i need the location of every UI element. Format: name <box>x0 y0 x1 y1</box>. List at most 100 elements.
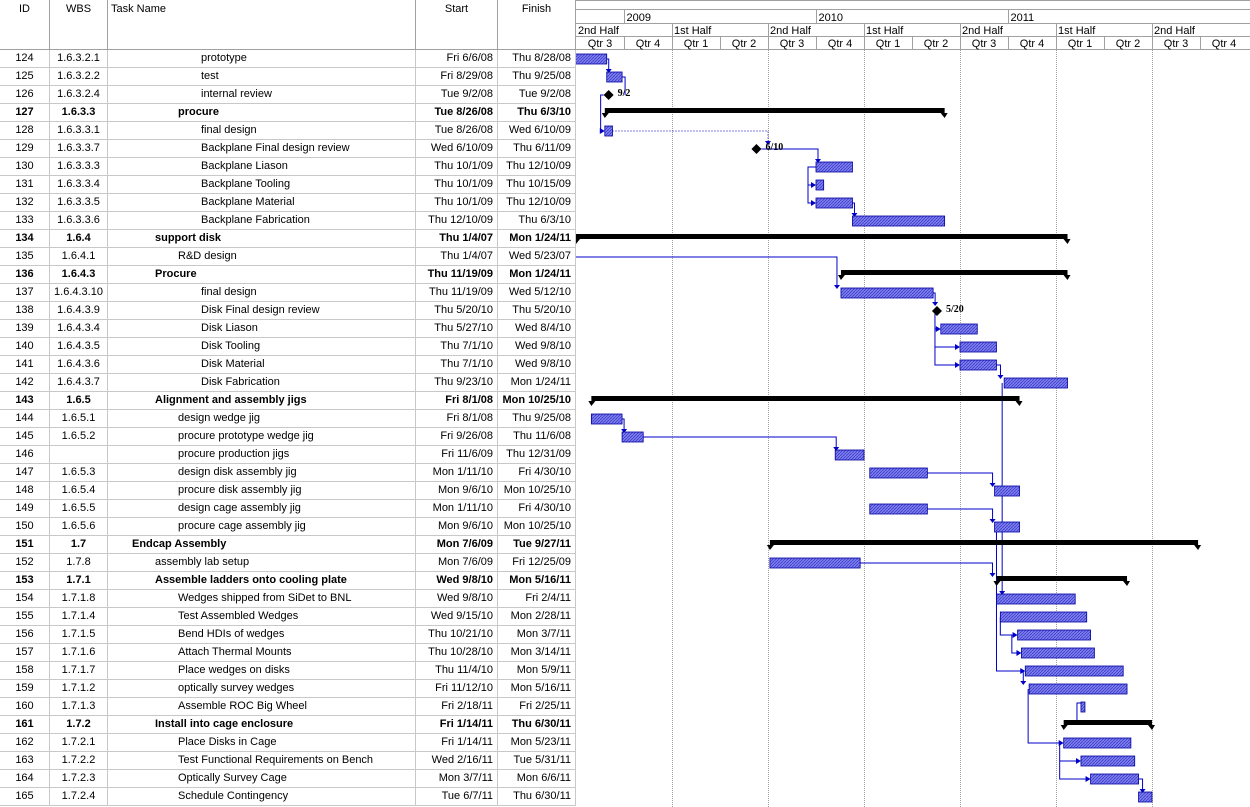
task-name: Backplane Tooling <box>108 176 416 194</box>
table-row[interactable]: 150 1.6.5.6 procure cage assembly jig Mon 9… <box>0 518 576 536</box>
table-row[interactable]: 165 1.7.2.4 Schedule Contingency Tue 6/7/11… <box>0 788 576 806</box>
table-row[interactable]: 149 1.6.5.5 design cage assembly jig Mon 1/… <box>0 500 576 518</box>
task-bar <box>852 215 946 227</box>
task-start: Wed 9/8/10 <box>416 590 498 608</box>
table-row[interactable]: 145 1.6.5.2 procure prototype wedge jig Fri… <box>0 428 576 446</box>
table-row[interactable]: 140 1.6.4.3.5 Disk Tooling Thu 7/1/10 Wed 9/… <box>0 338 576 356</box>
table-row[interactable]: 127 1.6.3.3 procure Tue 8/26/08 Thu 6/3/10 <box>0 104 576 122</box>
table-row[interactable]: 148 1.6.5.4 procure disk assembly jig Mon 9… <box>0 482 576 500</box>
task-start: Thu 5/20/10 <box>416 302 498 320</box>
table-row[interactable]: 131 1.6.3.3.4 Backplane Tooling Thu 10/1/09… <box>0 176 576 194</box>
task-bar <box>869 503 928 515</box>
summary-cap <box>766 545 774 550</box>
table-row[interactable]: 151 1.7 Endcap Assembly Mon 7/6/09 Tue 9/27/… <box>0 536 576 554</box>
table-row[interactable]: 147 1.6.5.3 design disk assembly jig Mon 1/… <box>0 464 576 482</box>
task-bar <box>999 611 1088 623</box>
table-row[interactable]: 158 1.7.1.7 Place wedges on disks Thu 11/4/… <box>0 662 576 680</box>
gantt-canvas[interactable]: 2009 2010 2011 2nd Half 1st Half 2nd Half 1st … <box>576 0 1250 807</box>
task-bar <box>769 557 861 569</box>
link-arrow <box>605 69 612 73</box>
task-wbs: 1.7.1.5 <box>50 626 108 644</box>
table-row[interactable]: 163 1.7.2.2 Test Functional Requirements o… <box>0 752 576 770</box>
column-header-task-name[interactable]: Task Name <box>108 0 416 50</box>
table-row[interactable]: 155 1.7.1.4 Test Assembled Wedges Wed 9/15/… <box>0 608 576 626</box>
link-arrow <box>833 447 840 451</box>
dependency-link <box>622 418 625 432</box>
task-id: 124 <box>0 50 50 68</box>
table-row[interactable]: 126 1.6.3.2.4 internal review Tue 9/2/08 Tue… <box>0 86 576 104</box>
summary-cap <box>837 275 845 280</box>
table-row[interactable]: 164 1.7.2.3 Optically Survey Cage Mon 3/7/1… <box>0 770 576 788</box>
task-id: 162 <box>0 734 50 752</box>
table-row[interactable]: 125 1.6.3.2.2 test Fri 8/29/08 Thu 9/25/08 <box>0 68 576 86</box>
table-row[interactable]: 146 procure production jigs Fri 11/6/09 Thu… <box>0 446 576 464</box>
table-row[interactable]: 156 1.7.1.5 Bend HDIs of wedges Thu 10/21/1… <box>0 626 576 644</box>
column-header-finish[interactable]: Finish <box>498 0 576 50</box>
dependency-link <box>860 562 993 576</box>
task-bar <box>1080 755 1136 767</box>
task-name: prototype <box>108 50 416 68</box>
task-id: 145 <box>0 428 50 446</box>
task-bar <box>815 197 853 209</box>
table-row[interactable]: 153 1.7.1 Assemble ladders onto cooling pl… <box>0 572 576 590</box>
link-arrow <box>935 326 941 332</box>
task-start: Thu 10/1/09 <box>416 194 498 212</box>
task-name: Test Functional Requirements on Bench <box>108 752 416 770</box>
task-id: 164 <box>0 770 50 788</box>
task-start: Mon 7/6/09 <box>416 554 498 572</box>
column-header-wbs[interactable]: WBS <box>50 0 108 50</box>
table-row[interactable]: 124 1.6.3.2.1 prototype Fri 6/6/08 Thu 8/28/… <box>0 50 576 68</box>
task-name: design disk assembly jig <box>108 464 416 482</box>
task-wbs: 1.7.1.4 <box>50 608 108 626</box>
table-row[interactable]: 128 1.6.3.3.1 final design Tue 8/26/08 Wed 6… <box>0 122 576 140</box>
dependency-link <box>643 436 837 450</box>
table-row[interactable]: 135 1.6.4.1 R&D design Thu 1/4/07 Wed 5/23/0… <box>0 248 576 266</box>
task-wbs: 1.6.5.3 <box>50 464 108 482</box>
table-row[interactable]: 133 1.6.3.3.6 Backplane Fabrication Thu 12/… <box>0 212 576 230</box>
table-row[interactable]: 161 1.7.2 Install into cage enclosure Fri 1… <box>0 716 576 734</box>
task-bar <box>606 71 623 83</box>
table-row[interactable]: 137 1.6.4.3.10 final design Thu 11/19/09 Wed… <box>0 284 576 302</box>
milestone-label: 6/10 <box>765 142 783 153</box>
table-row[interactable]: 138 1.6.4.3.9 Disk Final design review Thu … <box>0 302 576 320</box>
task-finish: Tue 9/2/08 <box>498 86 576 104</box>
task-bar <box>834 449 865 461</box>
task-id: 154 <box>0 590 50 608</box>
gantt-chart[interactable]: 2009 2010 2011 2nd Half 1st Half 2nd Half 1st … <box>576 0 1250 807</box>
table-row[interactable]: 132 1.6.3.3.5 Backplane Material Thu 10/1/0… <box>0 194 576 212</box>
table-row[interactable]: 142 1.6.4.3.7 Disk Fabrication Thu 9/23/10 M… <box>0 374 576 392</box>
table-row[interactable]: 130 1.6.3.3.3 Backplane Liason Thu 10/1/09 T… <box>0 158 576 176</box>
task-finish: Fri 2/25/11 <box>498 698 576 716</box>
table-row[interactable]: 157 1.7.1.6 Attach Thermal Mounts Thu 10/28… <box>0 644 576 662</box>
task-start: Fri 11/12/10 <box>416 680 498 698</box>
task-wbs: 1.7 <box>50 536 108 554</box>
table-row[interactable]: 139 1.6.4.3.4 Disk Liason Thu 5/27/10 Wed 8/… <box>0 320 576 338</box>
table-row[interactable]: 136 1.6.4.3 Procure Thu 11/19/09 Mon 1/24/11 <box>0 266 576 284</box>
task-name: Disk Liason <box>108 320 416 338</box>
task-start: Thu 12/10/09 <box>416 212 498 230</box>
link-arrow <box>851 213 858 217</box>
task-name: procure production jigs <box>108 446 416 464</box>
table-row[interactable]: 134 1.6.4 support disk Thu 1/4/07 Mon 1/24/1… <box>0 230 576 248</box>
task-start: Mon 1/11/10 <box>416 464 498 482</box>
table-row[interactable]: 141 1.6.4.3.6 Disk Material Thu 7/1/10 Wed 9… <box>0 356 576 374</box>
table-row[interactable]: 129 1.6.3.3.7 Backplane Final design revie… <box>0 140 576 158</box>
timescale-year-label: 2009 <box>627 12 651 24</box>
dependency-link <box>1059 743 1090 780</box>
table-row[interactable]: 144 1.6.5.1 design wedge jig Fri 8/1/08 Thu … <box>0 410 576 428</box>
table-row[interactable]: 159 1.7.1.2 optically survey wedges Fri 11/… <box>0 680 576 698</box>
column-header-id[interactable]: ID <box>0 0 50 50</box>
column-header-start[interactable]: Start <box>416 0 498 50</box>
table-row[interactable]: 154 1.7.1.8 Wedges shipped from SiDet to B… <box>0 590 576 608</box>
dependency-link <box>576 256 838 288</box>
table-row[interactable]: 160 1.7.1.3 Assemble ROC Big Wheel Fri 2/18… <box>0 698 576 716</box>
task-name: Backplane Final design review <box>108 140 416 158</box>
timescale-quarter-label: Qtr 3 <box>972 38 996 50</box>
table-row[interactable]: 152 1.7.8 assembly lab setup Mon 7/6/09 Fri … <box>0 554 576 572</box>
table-row[interactable]: 143 1.6.5 Alignment and assembly jigs Fri 8… <box>0 392 576 410</box>
milestone-marker <box>931 306 942 316</box>
task-bar <box>1138 791 1153 803</box>
table-row[interactable]: 162 1.7.2.1 Place Disks in Cage Fri 1/14/11… <box>0 734 576 752</box>
task-name: procure cage assembly jig <box>108 518 416 536</box>
link-arrow <box>621 429 628 433</box>
